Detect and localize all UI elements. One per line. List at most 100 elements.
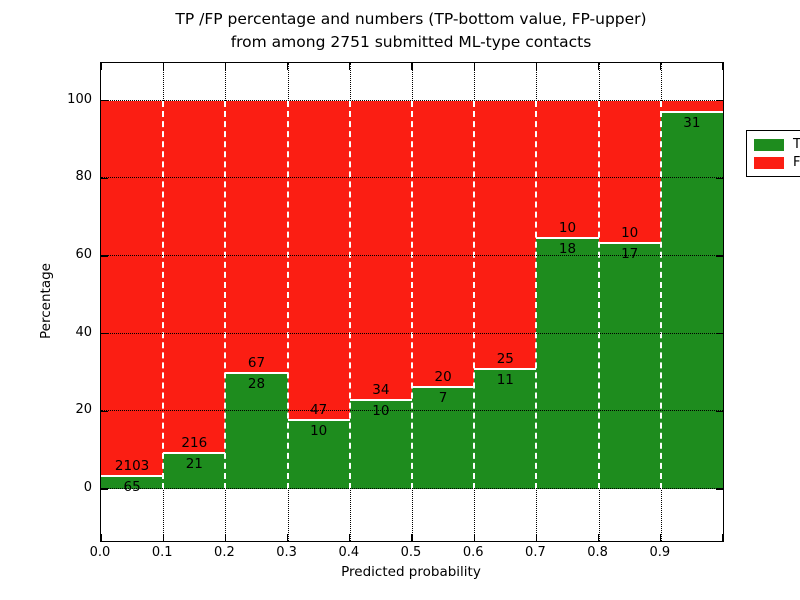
x-tick-mark <box>286 534 289 541</box>
x-tick-mark <box>162 534 164 541</box>
bar-fp-segment <box>287 100 350 422</box>
x-tick-label: 0.7 <box>525 545 546 560</box>
x-tick-mark-top <box>224 63 227 70</box>
plot-inner: 2103 65 216 21 67 28 47 10 34 10 20 7 25 11 10 18 10 17 31 <box>101 63 723 541</box>
tp-count-label: 7 <box>438 390 448 407</box>
bar-tp-segment <box>101 477 164 489</box>
fp-count-label: 20 <box>434 369 452 386</box>
fp-count-label: 10 <box>558 220 577 237</box>
legend-label-fp: FP <box>793 155 800 170</box>
y-tick-label: 0 <box>83 480 92 495</box>
bar-tp-segment <box>287 421 350 489</box>
fp-count-label: 2103 <box>114 458 150 475</box>
y-tick-mark-right <box>716 255 723 257</box>
h-gridline <box>101 99 723 101</box>
bar-tp-segment <box>474 370 537 489</box>
tp-count-label: 10 <box>372 402 390 419</box>
x-tick-mark <box>473 534 475 541</box>
y-tick-mark-right <box>716 333 723 335</box>
x-tick-label: 0.4 <box>338 545 360 560</box>
x-tick-mark-top <box>162 63 164 70</box>
y-tick-label: 20 <box>75 402 92 418</box>
tp-count-label: 65 <box>123 479 141 496</box>
h-gridline <box>101 255 723 257</box>
x-tick-label: 0.2 <box>214 545 235 560</box>
y-tick-mark-right <box>716 177 723 180</box>
x-tick-mark-top <box>473 63 475 70</box>
tp-count-label: 17 <box>621 246 639 263</box>
legend-item-tp: TP <box>754 137 800 152</box>
fp-count-label: 216 <box>181 435 208 452</box>
x-tick-mark-top <box>535 63 538 70</box>
h-gridline <box>101 488 723 489</box>
bar-fp-segment <box>474 100 537 371</box>
x-tick-mark <box>660 534 662 541</box>
bar-fp-segment <box>163 100 226 455</box>
bar-fp-segment <box>660 100 723 113</box>
bar-separator <box>659 100 662 489</box>
fp-count-label: 47 <box>310 402 328 419</box>
legend-item-fp: FP <box>754 155 800 170</box>
x-tick-mark-top <box>349 63 351 70</box>
y-tick-mark <box>101 100 108 102</box>
x-tick-mark-top <box>722 63 723 70</box>
fp-swatch-icon <box>754 156 784 169</box>
bar-separator <box>535 100 538 489</box>
y-tick-mark-right <box>716 488 723 490</box>
x-tick-mark <box>349 534 351 541</box>
x-tick-label: 0.0 <box>89 545 111 560</box>
x-tick-label: 0.3 <box>276 545 297 560</box>
bar-separator <box>348 100 351 489</box>
x-tick-label: 0.1 <box>151 545 173 560</box>
bar-separator <box>411 100 413 489</box>
chart-title: TP /FP percentage and numbers (TP-bottom… <box>100 8 722 54</box>
y-tick-label: 100 <box>67 91 92 107</box>
bar-tp-segment <box>660 112 723 489</box>
y-tick-mark-right <box>716 100 723 102</box>
x-tick-mark <box>101 534 102 541</box>
h-gridline <box>101 332 723 334</box>
x-tick-mark-top <box>101 63 102 70</box>
x-tick-label: 0.9 <box>649 545 671 560</box>
bar-tp-segment <box>598 244 661 489</box>
bar-tp-segment <box>412 388 475 489</box>
h-gridline <box>101 410 723 412</box>
y-tick-label: 60 <box>75 247 92 263</box>
plot-area: 2103 65 216 21 67 28 47 10 34 10 20 7 25 11 10 18 10 17 31… <box>100 62 800 542</box>
y-tick-mark-right <box>716 410 723 412</box>
x-tick-mark-top <box>660 63 662 70</box>
bar-tp-segment <box>163 454 226 489</box>
x-tick-mark-top <box>411 63 413 70</box>
tp-swatch-icon <box>754 138 784 151</box>
legend-label-tp: TP <box>793 137 800 152</box>
bar-tp-segment <box>225 374 288 489</box>
bar-fp-segment <box>101 100 164 478</box>
y-tick-mark <box>101 410 108 412</box>
chart-title-line2: from among 2751 submitted ML-type contac… <box>230 33 592 51</box>
bar-fp-segment <box>349 100 412 401</box>
x-tick-mark-top <box>597 63 600 70</box>
fp-count-label: 10 <box>621 225 639 242</box>
legend: TP FP <box>746 130 800 177</box>
bar-fp-segment <box>536 100 599 240</box>
y-tick-mark <box>101 177 108 180</box>
bar-fp-segment <box>412 100 475 389</box>
fp-count-label: 34 <box>372 381 390 398</box>
tp-count-label: 31 <box>683 114 701 131</box>
x-tick-mark <box>597 534 600 541</box>
tp-count-label: 28 <box>247 376 266 393</box>
fp-count-label: 25 <box>496 351 514 368</box>
bar-separator <box>224 100 227 489</box>
chart-title-line1: TP /FP percentage and numbers (TP-bottom… <box>175 10 647 28</box>
x-axis-label: Predicted probability <box>341 564 481 580</box>
x-tick-label: 0.8 <box>587 545 608 560</box>
x-tick-label: 0.6 <box>462 545 484 560</box>
y-tick-mark <box>101 255 108 257</box>
fp-count-label: 67 <box>247 355 266 372</box>
bar-fp-segment <box>598 100 661 245</box>
bar-tp-segment <box>349 400 412 489</box>
bar-separator <box>597 100 600 489</box>
x-tick-label: 0.5 <box>400 545 422 560</box>
tp-count-label: 21 <box>185 456 203 473</box>
